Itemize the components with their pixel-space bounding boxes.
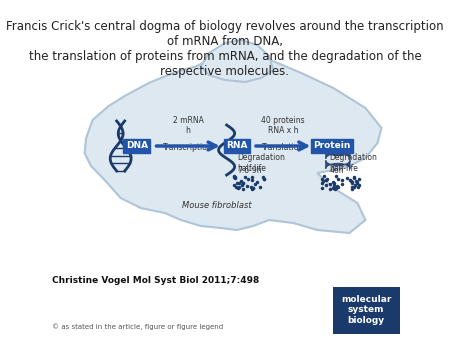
Polygon shape [201, 40, 273, 82]
FancyBboxPatch shape [333, 287, 400, 334]
Text: Translation: Translation [261, 143, 304, 152]
Text: RNA: RNA [226, 142, 248, 150]
Text: Protein: Protein [313, 142, 351, 150]
Text: © as stated in the article, figure or figure legend: © as stated in the article, figure or fi… [53, 323, 224, 330]
Text: 40 proteins
RNA x h: 40 proteins RNA x h [261, 116, 305, 135]
Text: Mouse fibroblast: Mouse fibroblast [182, 200, 252, 210]
Text: 46h: 46h [329, 166, 344, 175]
Text: Degradation
half-life: Degradation half-life [237, 153, 285, 173]
Text: Christine Vogel Mol Syst Biol 2011;7:498: Christine Vogel Mol Syst Biol 2011;7:498 [53, 276, 260, 285]
Text: Francis Crick's central dogma of biology revolves around the transcription of mR: Francis Crick's central dogma of biology… [6, 20, 444, 78]
Text: molecular
system
biology: molecular system biology [341, 295, 392, 325]
Text: 2 mRNA
h: 2 mRNA h [173, 116, 203, 135]
Text: Transcription: Transcription [163, 143, 213, 152]
Text: DNA: DNA [126, 142, 148, 150]
Polygon shape [85, 48, 382, 233]
Text: Degradation
half-life: Degradation half-life [329, 153, 377, 173]
Text: 7.6-9h: 7.6-9h [237, 166, 261, 175]
